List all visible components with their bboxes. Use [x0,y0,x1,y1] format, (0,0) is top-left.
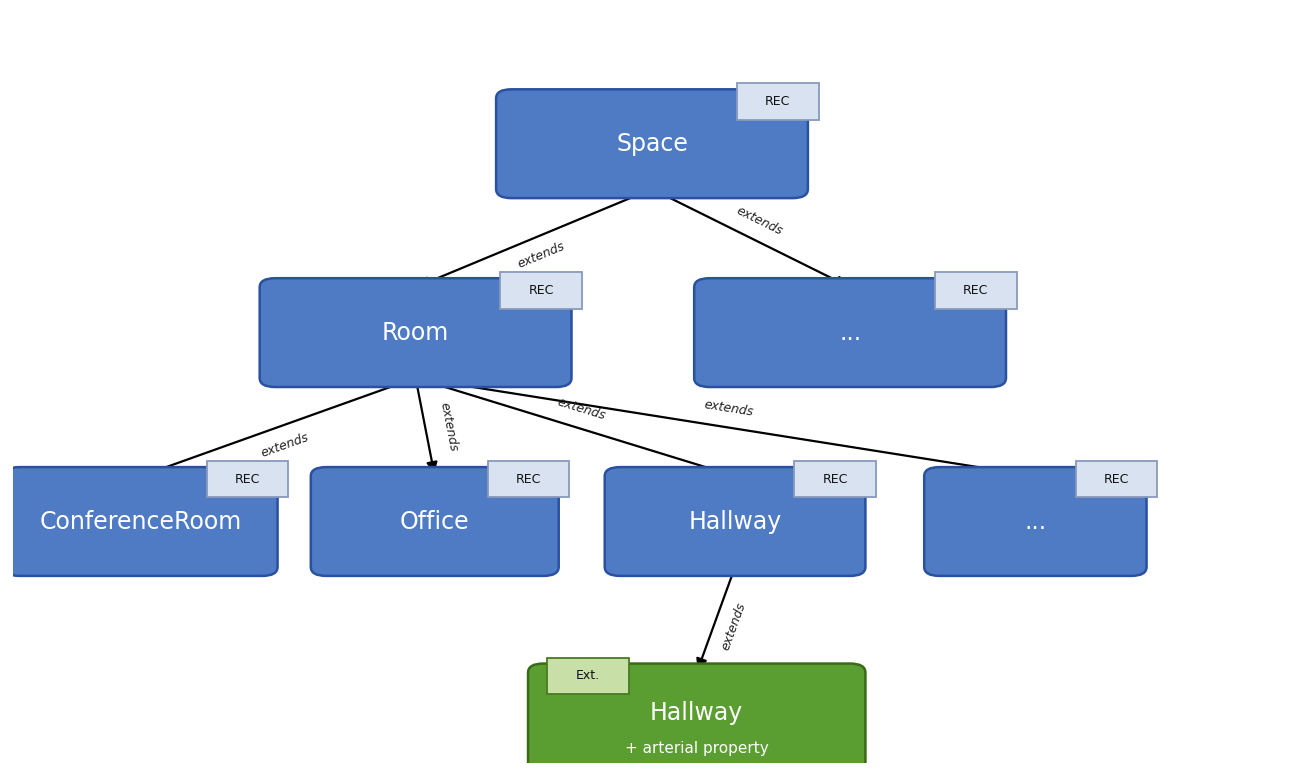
FancyBboxPatch shape [488,461,570,497]
FancyBboxPatch shape [528,664,866,771]
FancyBboxPatch shape [206,461,288,497]
Text: + arterial property: + arterial property [625,741,768,756]
Text: extends: extends [734,204,785,238]
FancyBboxPatch shape [310,467,558,576]
FancyBboxPatch shape [501,272,582,308]
FancyBboxPatch shape [259,278,571,387]
Text: extends: extends [719,601,748,652]
Text: REC: REC [823,473,848,486]
Text: REC: REC [516,473,541,486]
Text: REC: REC [1103,473,1129,486]
Text: REC: REC [964,284,988,297]
Text: extends: extends [437,401,459,453]
FancyBboxPatch shape [4,467,278,576]
Text: REC: REC [765,95,790,108]
Text: extends: extends [258,430,310,460]
Text: extends: extends [703,398,754,419]
Text: Space: Space [615,132,689,156]
Text: REC: REC [235,473,259,486]
FancyBboxPatch shape [1076,461,1157,497]
FancyBboxPatch shape [694,278,1005,387]
Text: Office: Office [400,510,469,534]
FancyBboxPatch shape [925,467,1146,576]
FancyBboxPatch shape [546,658,629,694]
Text: extends: extends [556,396,606,423]
Text: ...: ... [1025,510,1046,534]
FancyBboxPatch shape [935,272,1017,308]
Text: ConferenceRoom: ConferenceRoom [39,510,243,534]
FancyBboxPatch shape [605,467,866,576]
Text: Ext.: Ext. [576,669,600,682]
FancyBboxPatch shape [737,83,819,120]
Text: Room: Room [382,321,449,345]
Text: Hallway: Hallway [651,701,743,725]
Text: Hallway: Hallway [689,510,781,534]
Text: extends: extends [515,240,567,271]
FancyBboxPatch shape [496,89,808,198]
Text: REC: REC [528,284,554,297]
Text: ...: ... [838,321,861,345]
FancyBboxPatch shape [794,461,876,497]
